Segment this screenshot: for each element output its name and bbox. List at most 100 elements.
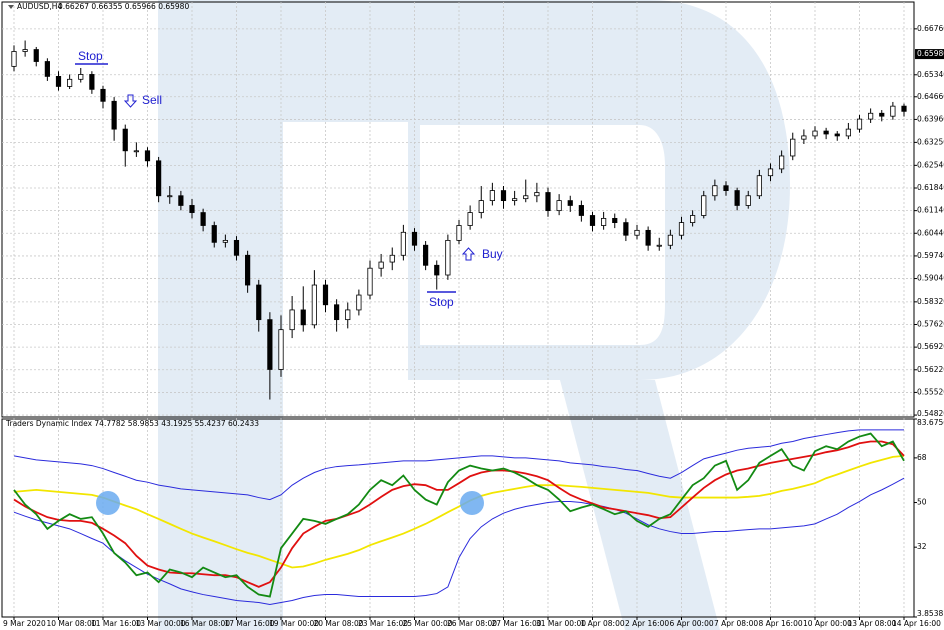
candle-body <box>133 150 139 153</box>
candle-body <box>478 200 484 213</box>
chart-subtitle: 0.66267 0.66355 0.65966 0.65980 <box>58 2 189 11</box>
indicator-line <box>13 455 905 569</box>
candle-body <box>823 130 829 135</box>
x-tick-label: 16 Mar 08:00 <box>180 619 230 628</box>
candle-body <box>879 112 885 117</box>
candle-body <box>489 190 495 202</box>
candle-body <box>445 239 451 276</box>
candle-body <box>67 78 73 87</box>
x-tick-label: 25 Mar 00:00 <box>403 619 453 628</box>
last-price-box <box>915 49 944 60</box>
x-tick-label: 10 Apr 00:00 <box>803 619 852 628</box>
candle-body <box>267 319 273 370</box>
candle-body <box>467 212 473 226</box>
x-tick-label: 20 Mar 08:00 <box>314 619 364 628</box>
y-tick-label: 32 <box>917 542 927 551</box>
symbol-icon <box>8 5 14 9</box>
candle-body <box>167 195 173 198</box>
x-tick-label: 11 Mar 16:00 <box>91 619 141 628</box>
watermark <box>158 0 790 630</box>
candle-body <box>745 195 751 206</box>
x-tick-label: 26 Mar 08:00 <box>447 619 497 628</box>
x-tick-label: 31 Mar 00:00 <box>536 619 586 628</box>
candle-body <box>345 309 351 321</box>
candle-body <box>779 155 785 170</box>
candle-body <box>734 190 740 206</box>
x-tick-label: 8 Apr 16:00 <box>759 619 803 628</box>
candle-body <box>367 267 373 296</box>
candle-body <box>100 88 106 102</box>
candle-body <box>378 261 384 269</box>
candle-body <box>289 309 295 331</box>
candle-body <box>901 105 907 112</box>
candle-body <box>690 215 696 224</box>
indicator-line <box>13 429 904 501</box>
candle-body <box>278 329 284 370</box>
candle-body <box>556 200 562 212</box>
indicator-panel-frame <box>1 418 915 618</box>
candle-body <box>300 309 306 326</box>
main-panel-frame <box>1 1 915 418</box>
candle-body <box>578 205 584 216</box>
x-tick-label: 7 Apr 08:00 <box>714 619 758 628</box>
candle-body <box>78 74 84 80</box>
y-tick-label: 68 <box>917 453 927 462</box>
candle-body <box>44 61 50 77</box>
candle-body <box>256 284 262 321</box>
candle-body <box>656 244 662 247</box>
last-price-label: 0.65980 <box>917 49 944 58</box>
annotation: Sell <box>142 93 162 107</box>
x-tick-label: 14 Apr 16:00 <box>892 619 941 628</box>
x-tick-label: 19 Mar 00:00 <box>269 619 319 628</box>
candle-body <box>667 234 673 246</box>
sell-arrow <box>123 94 138 108</box>
candle-body <box>111 100 117 130</box>
candle-body <box>890 105 896 117</box>
indicator-title: Traders Dynamic Index 74.7782 58.9853 43… <box>5 419 259 428</box>
candle-body <box>245 254 251 286</box>
candle-body <box>601 217 607 226</box>
indicator-line <box>13 440 905 588</box>
candle-body <box>189 205 195 213</box>
x-tick-label: 17 Mar 16:00 <box>225 619 275 628</box>
watermark-leg <box>560 380 720 630</box>
candle-body <box>311 284 317 326</box>
candle-body <box>356 294 362 311</box>
candle-body <box>122 128 128 152</box>
candle-body <box>834 133 840 137</box>
candle-body <box>723 185 729 191</box>
candle-body <box>790 138 796 157</box>
indicator-line <box>13 432 905 598</box>
x-tick-label: 27 Mar 16:00 <box>492 619 542 628</box>
watermark-stem <box>158 0 283 630</box>
candle-body <box>767 168 774 177</box>
candle-body <box>500 190 507 202</box>
candle-body <box>389 254 395 263</box>
candle-body <box>523 195 529 200</box>
x-tick-label: 6 Apr 00:00 <box>670 619 714 628</box>
candle-body <box>400 231 406 256</box>
x-tick-label: 23 Mar 16:00 <box>358 619 408 628</box>
candle-body <box>545 192 551 212</box>
candle-body <box>856 118 863 130</box>
x-tick-label: 1 Apr 08:00 <box>581 619 625 628</box>
candle-body <box>756 175 762 197</box>
candle-body <box>334 304 340 321</box>
candle-body <box>456 225 462 241</box>
y-tick-label: 50 <box>917 498 927 507</box>
candle-body <box>33 49 39 62</box>
candle-body <box>534 192 540 197</box>
